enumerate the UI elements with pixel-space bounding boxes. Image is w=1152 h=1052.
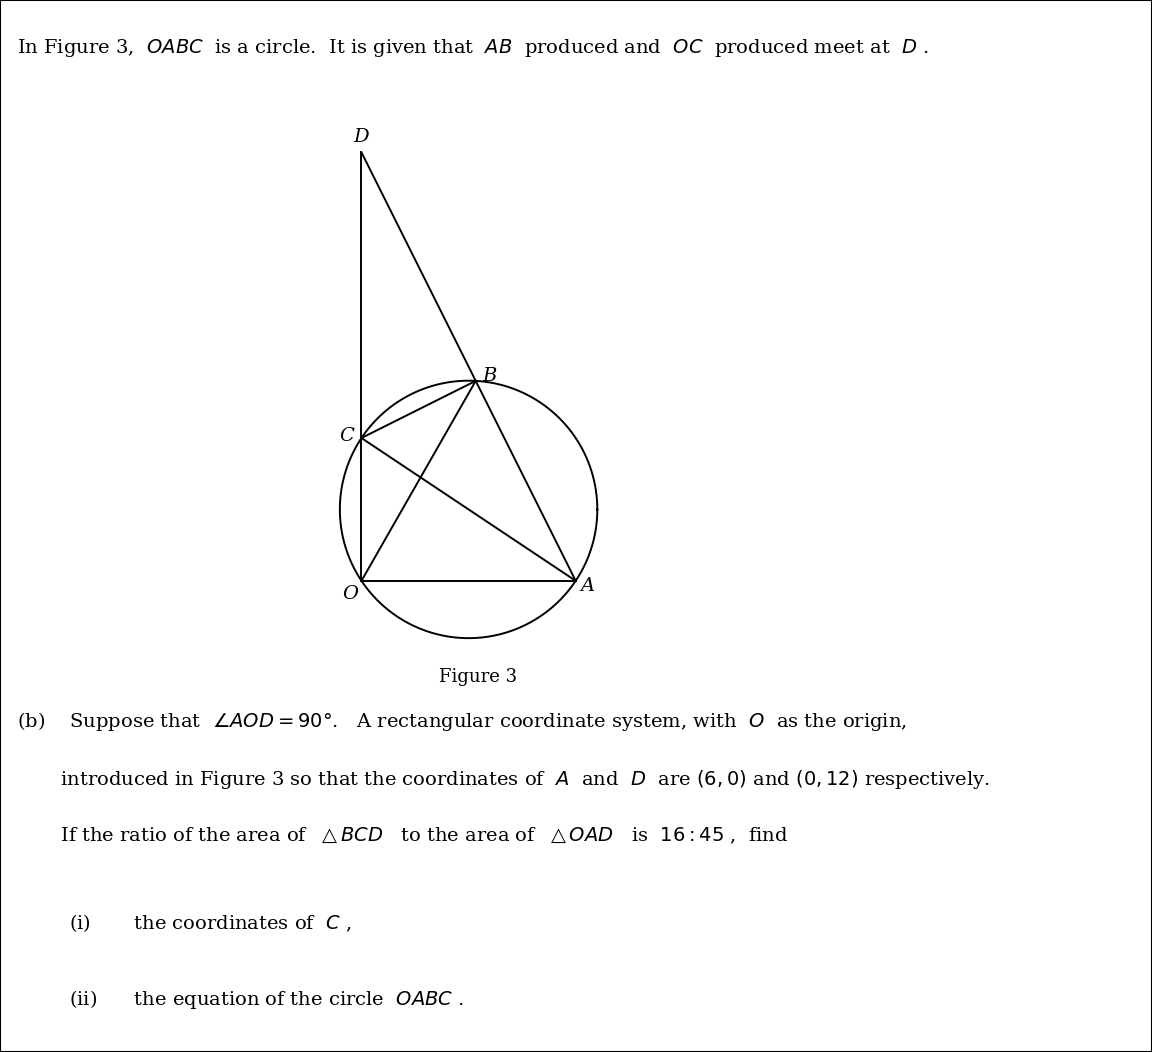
Text: C: C [339,427,354,445]
Text: B: B [482,366,497,385]
Text: O: O [342,585,358,604]
Text: If the ratio of the area of  $\triangle BCD$   to the area of  $\triangle OAD$  : If the ratio of the area of $\triangle B… [17,826,789,846]
Text: In Figure 3,  $\it{OABC}$  is a circle.  It is given that  $\it{AB}$  produced a: In Figure 3, $\it{OABC}$ is a circle. It… [17,37,930,59]
Text: A: A [581,578,594,595]
Text: Figure 3: Figure 3 [439,668,517,686]
Text: D: D [354,128,370,146]
Text: (i)       the coordinates of  $C$ ,: (i) the coordinates of $C$ , [69,912,351,934]
Text: introduced in Figure 3 so that the coordinates of  $A$  and  $D$  are $(6, 0)$ a: introduced in Figure 3 so that the coord… [17,768,991,791]
Text: (b)    Suppose that  $\angle AOD = 90°$.   A rectangular coordinate system, with: (b) Suppose that $\angle AOD = 90°$. A r… [17,710,907,733]
Text: (ii)      the equation of the circle  $OABC$ .: (ii) the equation of the circle $OABC$ . [69,988,464,1011]
